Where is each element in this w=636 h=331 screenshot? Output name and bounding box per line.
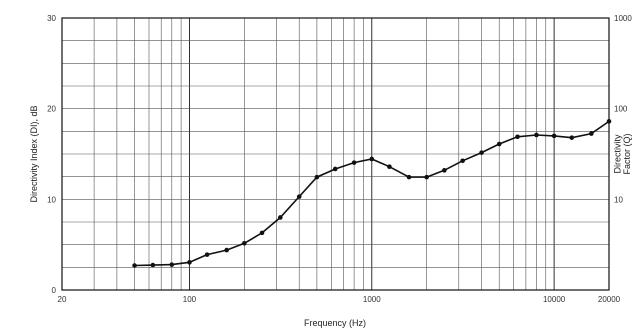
- data-point: [496, 141, 502, 147]
- data-point: [187, 260, 192, 265]
- data-point: [479, 150, 484, 155]
- data-point: [259, 230, 265, 236]
- x-tick-label: 20000: [598, 295, 621, 304]
- x-tick-labels: 20 100 1000 10000 20000: [58, 295, 621, 304]
- y-right-tick-label: 1000: [614, 14, 632, 23]
- data-point: [515, 134, 520, 140]
- data-point: [296, 194, 302, 199]
- x-tick-label: 100: [183, 295, 197, 304]
- y-right-axis-label-line: Factor (Q): [622, 133, 632, 174]
- y-right-tick-label: 10: [614, 195, 623, 204]
- series-group: [132, 119, 612, 268]
- data-point: [569, 135, 575, 140]
- y-tick-label: 10: [47, 195, 56, 204]
- data-point: [278, 215, 283, 220]
- x-tick-label: 10000: [543, 295, 566, 304]
- data-point: [132, 263, 137, 268]
- data-point: [369, 156, 375, 162]
- y-tick-labels: 0 10 20 30: [47, 14, 56, 295]
- data-point: [406, 174, 412, 180]
- y-axis-label: Directivity Index (DI), dB: [29, 105, 39, 202]
- data-point: [224, 247, 229, 253]
- x-tick-label: 20: [58, 295, 67, 304]
- plot-frame: [61, 17, 610, 291]
- data-point: [442, 168, 447, 173]
- data-point: [387, 164, 392, 169]
- y-right-tick-label: 100: [614, 105, 628, 114]
- data-point: [589, 131, 594, 136]
- x-tick-label: 1000: [363, 295, 381, 304]
- data-point: [150, 262, 156, 268]
- data-point: [314, 174, 320, 180]
- y-right-axis-label: DirectivityFactor (Q): [612, 133, 632, 174]
- data-point: [460, 158, 465, 164]
- data-point: [351, 160, 357, 165]
- data-point: [551, 133, 557, 139]
- y-tick-label: 20: [47, 105, 56, 114]
- y-right-tick-labels: 10 100 1000: [614, 14, 632, 204]
- y-tick-label: 30: [47, 14, 56, 23]
- data-point: [606, 119, 612, 124]
- data-point: [332, 166, 338, 172]
- x-axis-label: Frequency (Hz): [304, 318, 366, 328]
- y-right-axis-label-line: Directivity: [612, 134, 622, 174]
- data-point: [424, 174, 429, 180]
- data-point: [204, 252, 210, 257]
- data-point: [169, 262, 175, 267]
- grid: [61, 17, 610, 291]
- y-tick-label: 0: [52, 286, 57, 295]
- data-point: [534, 132, 539, 138]
- data-point: [242, 241, 247, 246]
